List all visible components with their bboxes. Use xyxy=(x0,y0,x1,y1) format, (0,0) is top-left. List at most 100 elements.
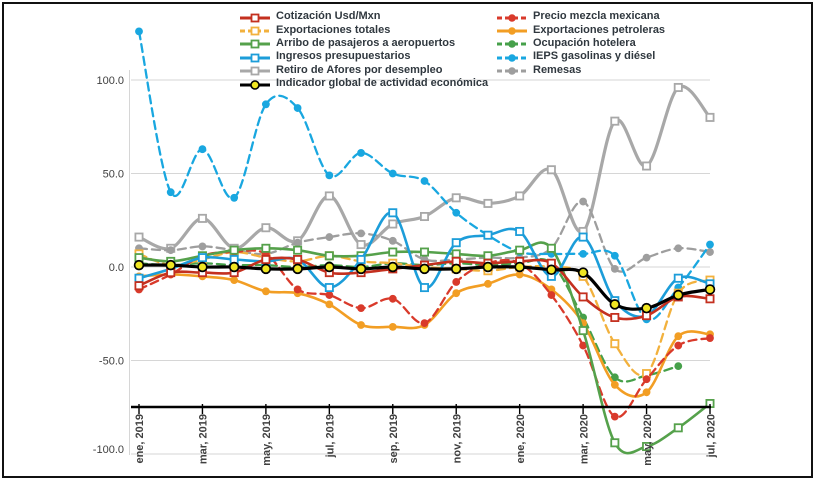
y-tick-label: 0.0 xyxy=(109,262,124,274)
exp_totales-marker xyxy=(610,339,620,349)
ingresos-marker xyxy=(578,232,588,242)
igae-marker xyxy=(482,261,494,273)
legend-label: Precio mezcla mexicana xyxy=(533,10,660,23)
ieps-marker xyxy=(420,177,429,185)
arribo-marker xyxy=(419,247,429,257)
mezcla-marker xyxy=(610,412,619,421)
remesas-marker xyxy=(357,229,365,238)
x-tick-label: mar, 2020 xyxy=(579,414,591,464)
ieps-marker xyxy=(610,251,619,260)
ingresos-marker xyxy=(451,238,461,248)
ocupacion-marker xyxy=(674,362,683,371)
mezcla-marker xyxy=(325,291,334,299)
legend-item-remesas: Remesas xyxy=(497,64,665,77)
exp_petroleras-marker xyxy=(357,321,365,329)
igae-marker xyxy=(324,261,335,273)
remesas-marker xyxy=(388,236,397,245)
remesas-marker xyxy=(610,264,619,273)
exp_petroleras-marker xyxy=(388,322,397,331)
exp_petroleras-marker xyxy=(230,276,239,284)
ocupacion-marker xyxy=(610,373,619,382)
legend-label: Retiro de Afores por desempleo xyxy=(276,63,443,76)
remesas-marker xyxy=(642,253,651,262)
ingresos-marker xyxy=(419,283,429,293)
legend-label: IEPS gasolinas y diésel xyxy=(533,50,656,63)
ieps-marker xyxy=(198,145,207,154)
x-axis-labels: ene, 2019 mar, 2019 may, 2019 jul, 2019 … xyxy=(134,414,718,466)
afores-marker xyxy=(673,82,683,92)
x-tick-label: sep, 2019 xyxy=(388,414,400,464)
afores-marker xyxy=(451,193,461,203)
legend-label: Indicador global de actividad económica xyxy=(276,77,489,90)
ingresos-line-swatch xyxy=(240,51,270,63)
ingresos-marker xyxy=(673,273,683,283)
legend-left-column: Cotización Usd/Mxn Exportaciones totales… xyxy=(240,10,488,90)
ieps-marker xyxy=(230,193,239,202)
igae-marker xyxy=(165,259,176,271)
remesas-marker xyxy=(706,248,714,256)
igae-marker xyxy=(387,261,399,273)
arribo-marker xyxy=(451,249,461,259)
legend-label: Exportaciones totales xyxy=(276,23,391,36)
cotizacion-marker xyxy=(293,255,303,265)
x-tick-label: jul, 2019 xyxy=(325,414,337,458)
mezcla-marker xyxy=(452,278,461,286)
arribo-marker xyxy=(293,245,303,255)
ieps-marker xyxy=(166,188,175,197)
legend-item-exp-totales: Exportaciones totales xyxy=(240,23,488,36)
legend-item-ocupacion: Ocupación hotelera xyxy=(497,37,665,50)
afores-marker xyxy=(515,191,525,201)
afores-marker xyxy=(197,213,207,223)
cotizacion-marker xyxy=(578,292,588,302)
ingresos-marker xyxy=(515,226,525,236)
legend-label: Cotización Usd/Mxn xyxy=(276,10,381,23)
afores-marker xyxy=(324,191,334,201)
igae-marker xyxy=(673,289,684,301)
legend-item-exp-petroleras: Exportaciones petroleras xyxy=(497,23,665,36)
remesas-marker xyxy=(674,244,683,253)
series-layer xyxy=(133,27,716,455)
legend-item-mezcla: Precio mezcla mexicana xyxy=(497,10,665,23)
exp_petroleras-marker xyxy=(325,300,334,309)
x-tick-label: ene, 2020 xyxy=(515,414,527,464)
remesas-marker xyxy=(325,233,334,241)
legend-label: Ingresos presupuestarios xyxy=(276,50,411,63)
afores-marker xyxy=(546,165,556,175)
mezcla-marker xyxy=(579,341,588,350)
afores-marker xyxy=(134,232,144,242)
cotizacion-marker xyxy=(261,255,271,265)
remesas-marker xyxy=(579,197,588,206)
afores-marker xyxy=(261,223,271,233)
arribo-marker xyxy=(388,247,398,257)
arribo-marker xyxy=(673,423,683,433)
series-afores xyxy=(134,82,715,253)
remesas-marker xyxy=(293,238,302,247)
igae-marker xyxy=(609,299,621,310)
afores-marker xyxy=(419,212,429,222)
exp_petroleras-marker xyxy=(484,279,492,288)
x-tick-label: jul, 2020 xyxy=(706,414,718,458)
y-tick-label: 50.0 xyxy=(103,169,124,181)
legend-item-igae: Indicador global de actividad económica xyxy=(240,77,488,90)
cotizacion-marker xyxy=(705,294,715,304)
igae-marker xyxy=(641,302,652,314)
legend-item-ingresos: Ingresos presupuestarios xyxy=(240,50,488,63)
legend-label: Arribo de pasajeros a aeropuertos xyxy=(276,36,456,49)
exp_petroleras-marker xyxy=(261,287,270,296)
ieps-marker xyxy=(357,149,365,157)
igae-marker xyxy=(514,261,525,273)
ieps-marker xyxy=(579,250,588,258)
cotizacion-marker xyxy=(610,312,620,322)
ingresos-marker xyxy=(356,255,366,265)
exp_petroleras-marker xyxy=(674,332,683,341)
ingresos-marker xyxy=(388,208,398,218)
exp-totales-line-swatch xyxy=(240,24,270,36)
afores-marker xyxy=(388,219,398,229)
y-tick-label: -100.0 xyxy=(93,444,124,456)
igae-marker xyxy=(704,284,716,295)
arribo-marker xyxy=(261,243,271,253)
ieps-marker xyxy=(452,208,461,217)
igae-marker xyxy=(577,267,589,278)
legend-item-afores: Retiro de Afores por desempleo xyxy=(240,64,488,77)
